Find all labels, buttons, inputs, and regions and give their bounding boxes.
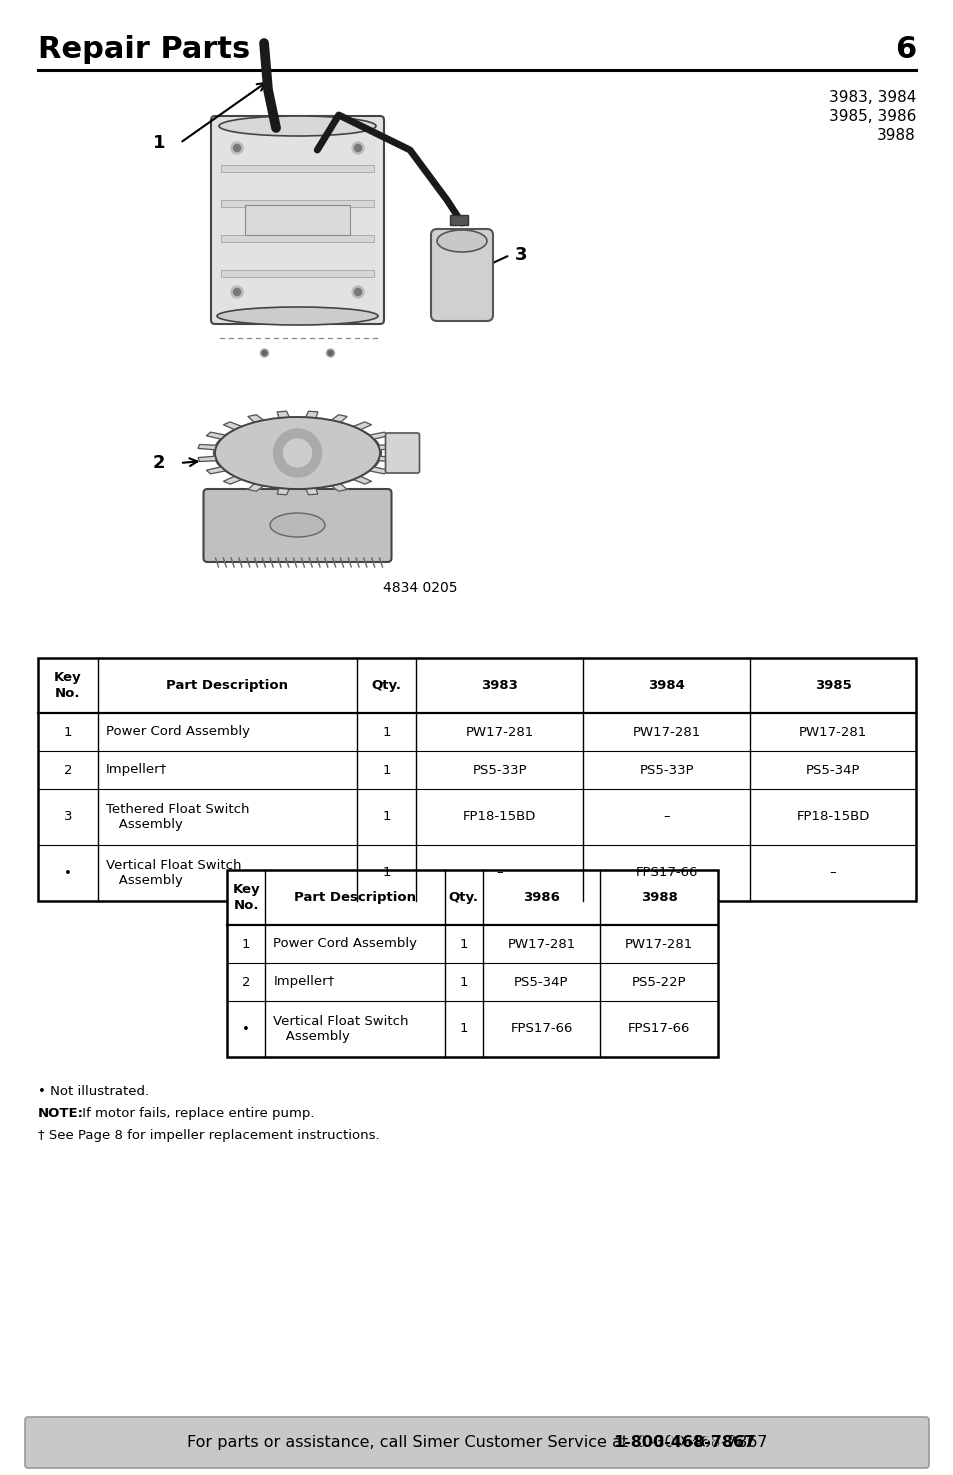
Text: •: • (64, 866, 71, 879)
Text: Repair Parts: Repair Parts (38, 35, 250, 65)
Text: 2: 2 (242, 975, 250, 988)
Text: Key
No.: Key No. (233, 884, 259, 912)
Circle shape (283, 440, 312, 468)
Text: 3986: 3986 (522, 891, 559, 904)
Text: 3983: 3983 (481, 678, 517, 692)
Bar (221, 235, 374, 242)
Text: Key
No.: Key No. (54, 671, 82, 699)
FancyBboxPatch shape (25, 1417, 928, 1468)
Text: 3: 3 (515, 246, 527, 264)
Text: Vertical Float Switch
   Assembly: Vertical Float Switch Assembly (273, 1015, 409, 1043)
Text: Part Description: Part Description (166, 678, 288, 692)
Text: 1: 1 (459, 938, 467, 950)
Text: PS5-33P: PS5-33P (639, 764, 693, 776)
Text: Qty.: Qty. (448, 891, 478, 904)
Text: 1: 1 (64, 726, 72, 739)
Text: FP18-15BD: FP18-15BD (462, 810, 536, 823)
Text: 3984: 3984 (647, 678, 684, 692)
Text: 1: 1 (242, 938, 250, 950)
Bar (221, 165, 374, 173)
Text: PW17-281: PW17-281 (798, 726, 866, 739)
Text: 1: 1 (382, 764, 391, 776)
Text: 1-800-468-7867: 1-800-468-7867 (613, 1435, 741, 1450)
Circle shape (233, 145, 240, 152)
Circle shape (274, 429, 321, 476)
Text: 3988: 3988 (877, 128, 915, 143)
Bar (38, 658, 915, 901)
Text: Part Description: Part Description (294, 891, 416, 904)
Circle shape (328, 351, 333, 355)
Text: FPS17-66: FPS17-66 (627, 1022, 690, 1035)
Text: If motor fails, replace entire pump.: If motor fails, replace entire pump. (78, 1108, 314, 1120)
Ellipse shape (219, 117, 375, 136)
Text: Vertical Float Switch
   Assembly: Vertical Float Switch Assembly (106, 858, 241, 886)
Text: PW17-281: PW17-281 (624, 938, 693, 950)
Text: 2: 2 (152, 454, 165, 472)
Ellipse shape (214, 417, 379, 490)
Text: 3983, 3984: 3983, 3984 (828, 90, 915, 105)
Circle shape (355, 145, 361, 152)
Circle shape (326, 350, 335, 357)
Polygon shape (198, 412, 396, 494)
Circle shape (231, 286, 243, 298)
Text: 1: 1 (382, 866, 391, 879)
Text: PS5-22P: PS5-22P (631, 975, 685, 988)
Ellipse shape (270, 513, 325, 537)
Text: PS5-34P: PS5-34P (805, 764, 860, 776)
Text: 1: 1 (459, 1022, 467, 1035)
Circle shape (355, 289, 361, 295)
Text: Power Cord Assembly: Power Cord Assembly (106, 726, 250, 739)
FancyBboxPatch shape (431, 229, 493, 322)
Bar (227, 870, 718, 1058)
Text: PW17-281: PW17-281 (507, 938, 575, 950)
Bar (450, 215, 468, 226)
Circle shape (262, 351, 267, 355)
Text: 4834 0205: 4834 0205 (382, 581, 456, 594)
Circle shape (233, 289, 240, 295)
Text: 6: 6 (894, 35, 915, 65)
Text: 3985: 3985 (814, 678, 850, 692)
Circle shape (260, 350, 268, 357)
Circle shape (231, 142, 243, 153)
Bar (221, 270, 374, 277)
Text: 1: 1 (459, 975, 467, 988)
Text: For parts or assistance, call Simer Customer Service at  1-800-468-7867: For parts or assistance, call Simer Cust… (187, 1435, 766, 1450)
Text: Tethered Float Switch
   Assembly: Tethered Float Switch Assembly (106, 802, 249, 830)
Text: NOTE:: NOTE: (38, 1108, 84, 1120)
Text: 1: 1 (382, 726, 391, 739)
Text: 2: 2 (64, 764, 72, 776)
Text: PS5-34P: PS5-34P (514, 975, 568, 988)
Ellipse shape (216, 307, 377, 324)
Text: FPS17-66: FPS17-66 (635, 866, 697, 879)
Circle shape (352, 142, 364, 153)
Text: 1: 1 (152, 134, 165, 152)
Bar (245, 205, 350, 235)
Text: FP18-15BD: FP18-15BD (796, 810, 869, 823)
Text: 3: 3 (64, 810, 72, 823)
FancyBboxPatch shape (211, 117, 384, 324)
Text: –: – (829, 866, 836, 879)
Circle shape (352, 286, 364, 298)
Text: Power Cord Assembly: Power Cord Assembly (273, 938, 416, 950)
FancyBboxPatch shape (385, 434, 419, 473)
Text: –: – (496, 866, 502, 879)
Text: 1-800-468-7867: 1-800-468-7867 (613, 1435, 755, 1450)
Text: † See Page 8 for impeller replacement instructions.: † See Page 8 for impeller replacement in… (38, 1128, 379, 1142)
Text: Impeller†: Impeller† (273, 975, 335, 988)
Text: FPS17-66: FPS17-66 (510, 1022, 572, 1035)
Text: Impeller†: Impeller† (106, 764, 167, 776)
Ellipse shape (436, 230, 486, 252)
Text: 1: 1 (382, 810, 391, 823)
Text: –: – (662, 810, 669, 823)
Text: 3988: 3988 (640, 891, 677, 904)
Text: PS5-33P: PS5-33P (472, 764, 527, 776)
Text: 3985, 3986: 3985, 3986 (828, 109, 915, 124)
Text: • Not illustrated.: • Not illustrated. (38, 1086, 149, 1097)
Text: PW17-281: PW17-281 (465, 726, 534, 739)
FancyBboxPatch shape (203, 490, 391, 562)
Text: Qty.: Qty. (371, 678, 401, 692)
Bar (221, 201, 374, 207)
Text: PW17-281: PW17-281 (632, 726, 700, 739)
Text: •: • (242, 1022, 250, 1035)
